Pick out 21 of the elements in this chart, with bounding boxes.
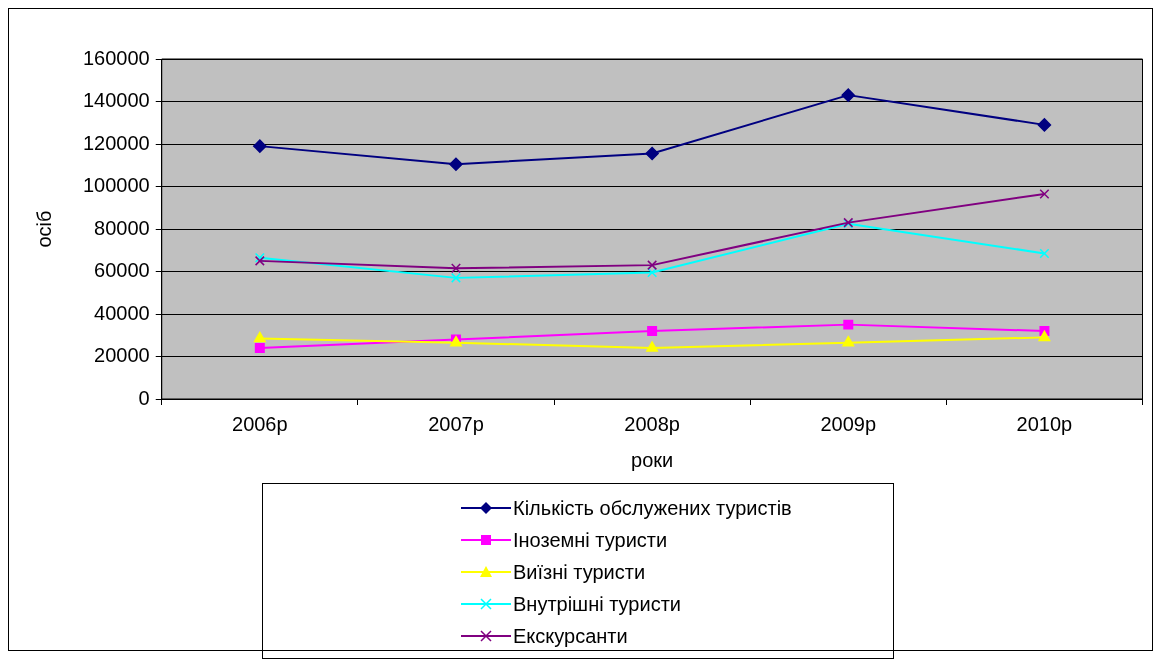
y-tick-label: 140000 <box>82 89 150 112</box>
x-tick-label: 2008р <box>624 412 680 435</box>
x-axis-title: роки <box>631 448 674 471</box>
legend-label: Екскурсанти <box>513 624 628 648</box>
y-tick-label: 0 <box>138 386 150 409</box>
x-tick-label: 2006р <box>232 412 288 435</box>
y-tick-label: 40000 <box>94 301 150 324</box>
legend-label: Внутрішні туристи <box>513 592 681 616</box>
legend-label: Виїзні туристи <box>513 560 646 584</box>
x-tick-label: 2007р <box>428 412 484 435</box>
x-tick-label: 2009р <box>820 412 877 435</box>
y-tick-label: 80000 <box>94 216 150 239</box>
x-tick-label: 2010р <box>1016 412 1073 435</box>
y-tick-label: 20000 <box>94 344 150 367</box>
legend-label: Кількість обслужених туристів <box>513 496 792 520</box>
y-tick-label: 160000 <box>82 46 150 69</box>
y-tick-label: 60000 <box>94 259 150 282</box>
y-tick-label: 100000 <box>82 174 150 197</box>
y-tick-label: 120000 <box>82 131 150 154</box>
legend-label: Іноземні туристи <box>513 528 668 552</box>
y-axis-title: осіб <box>32 210 55 248</box>
